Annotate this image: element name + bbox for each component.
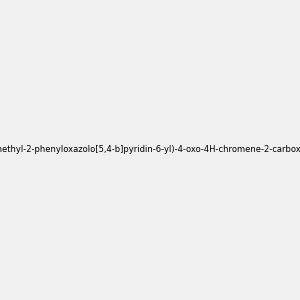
Text: N-(5-methyl-2-phenyloxazolo[5,4-b]pyridin-6-yl)-4-oxo-4H-chromene-2-carboxamide: N-(5-methyl-2-phenyloxazolo[5,4-b]pyridi… [0,146,300,154]
